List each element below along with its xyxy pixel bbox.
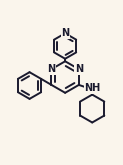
Text: N: N — [61, 28, 69, 38]
Text: N: N — [47, 64, 55, 74]
Text: N: N — [75, 64, 83, 74]
Text: NH: NH — [84, 83, 100, 93]
